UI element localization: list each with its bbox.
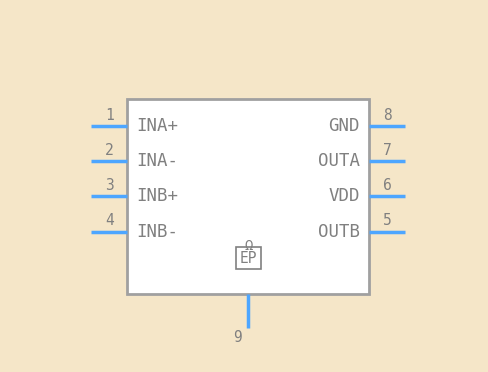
- Text: 5: 5: [383, 213, 391, 228]
- Text: Ω: Ω: [244, 239, 252, 253]
- Text: VDD: VDD: [328, 187, 360, 205]
- Text: 8: 8: [383, 108, 391, 123]
- Text: INA-: INA-: [137, 153, 179, 170]
- Text: OUTA: OUTA: [318, 153, 360, 170]
- Text: 2: 2: [105, 143, 114, 158]
- Text: 4: 4: [105, 213, 114, 228]
- Text: OUTB: OUTB: [318, 222, 360, 241]
- Text: 3: 3: [105, 178, 114, 193]
- Text: 9: 9: [233, 330, 242, 344]
- Text: 6: 6: [383, 178, 391, 193]
- Text: GND: GND: [328, 117, 360, 135]
- Text: 7: 7: [383, 143, 391, 158]
- Text: INB+: INB+: [137, 187, 179, 205]
- Text: 1: 1: [105, 108, 114, 123]
- Bar: [127, 99, 369, 294]
- Text: EP: EP: [240, 251, 257, 266]
- Text: INB-: INB-: [137, 222, 179, 241]
- Text: INA+: INA+: [137, 117, 179, 135]
